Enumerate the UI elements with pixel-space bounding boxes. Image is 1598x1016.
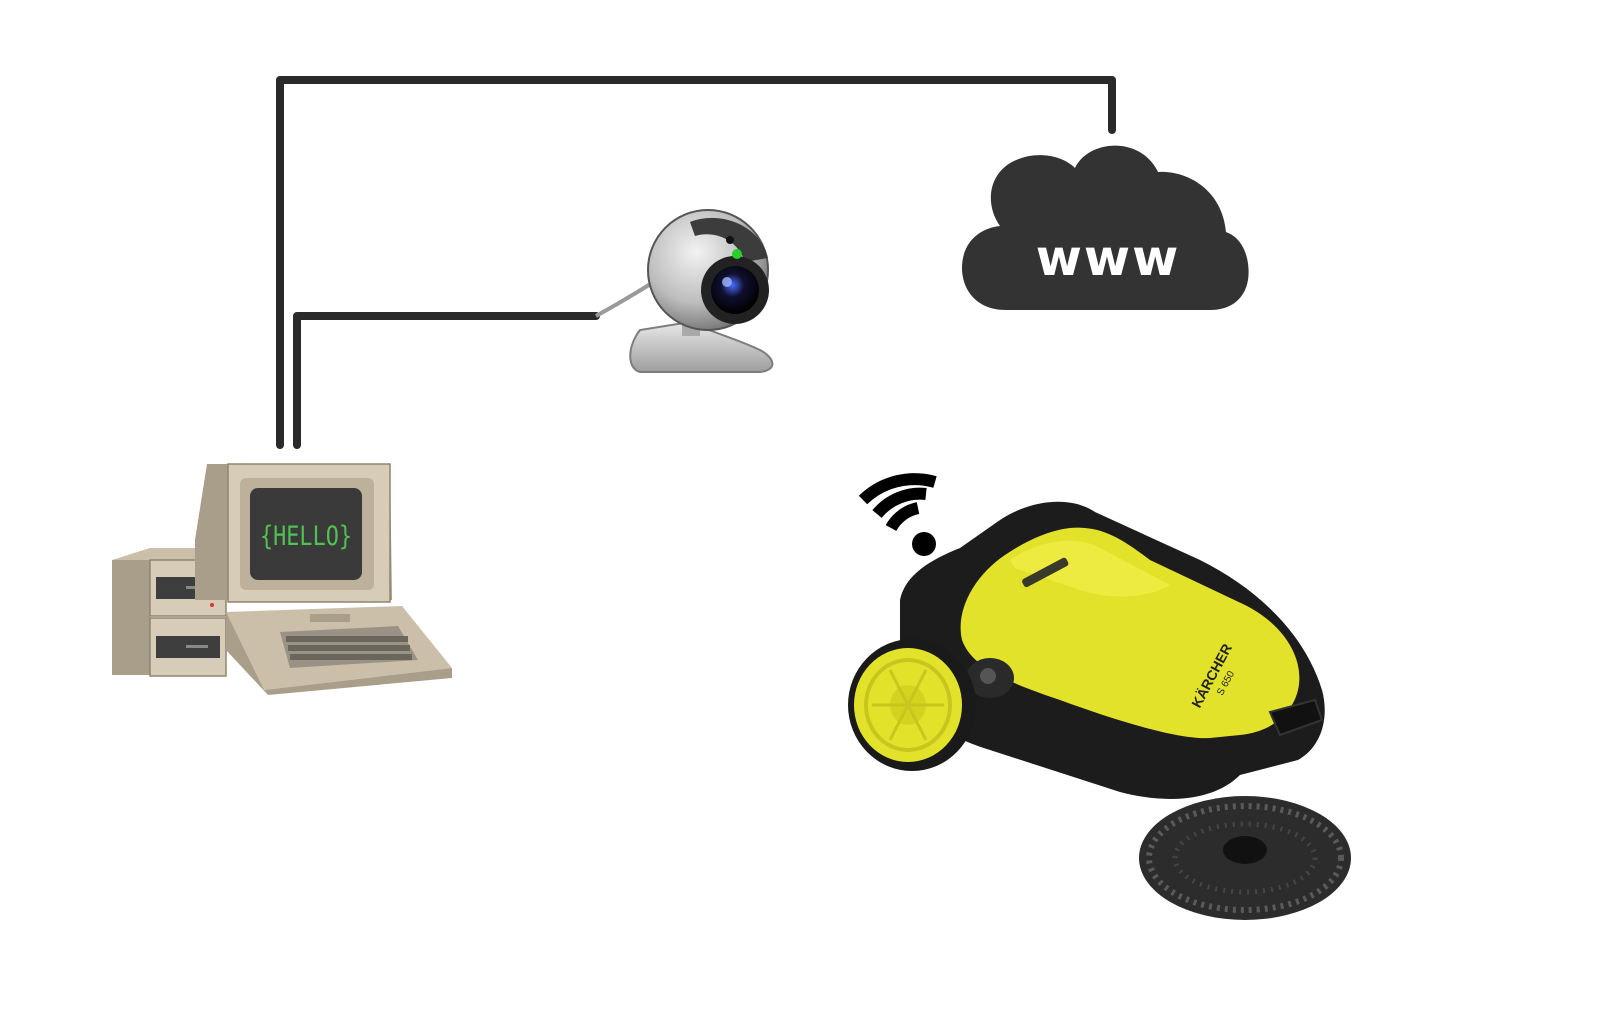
sweeper-body bbox=[960, 527, 1300, 739]
monitor-screen bbox=[250, 488, 362, 580]
sweeper-body-ridge bbox=[1010, 540, 1170, 597]
floppy-drives bbox=[112, 548, 227, 677]
sweeper-knob bbox=[966, 658, 1014, 698]
cloud-label: www bbox=[1036, 229, 1181, 287]
cloud-shape bbox=[962, 145, 1249, 310]
sweeper-wheel bbox=[848, 639, 976, 771]
webcam-icon bbox=[629, 209, 774, 373]
wire-computer-to-cloud bbox=[276, 76, 1116, 449]
sweeper-rear-handle bbox=[1268, 698, 1324, 737]
webcam-cable bbox=[595, 281, 654, 318]
wifi-icon bbox=[858, 473, 937, 556]
screen-text: {HELLO} bbox=[260, 521, 352, 552]
webcam-lens-glint bbox=[722, 277, 732, 287]
monitor: {HELLO} bbox=[195, 463, 392, 603]
sweeper-handle-slot bbox=[1022, 557, 1069, 588]
side-brush bbox=[1139, 796, 1351, 920]
keyboard bbox=[226, 606, 452, 695]
webcam-stand bbox=[629, 320, 774, 373]
cloud-icon: www bbox=[962, 145, 1249, 310]
wire-computer-to-webcam bbox=[293, 312, 600, 449]
sweeper-robot-icon: KÄRCHER S 650 bbox=[848, 501, 1351, 920]
webcam-led bbox=[732, 249, 742, 259]
webcam-sensor bbox=[726, 236, 734, 244]
webcam-lens bbox=[711, 266, 759, 314]
retro-computer-icon: {HELLO} bbox=[112, 463, 452, 695]
connection-wires bbox=[276, 76, 1116, 449]
